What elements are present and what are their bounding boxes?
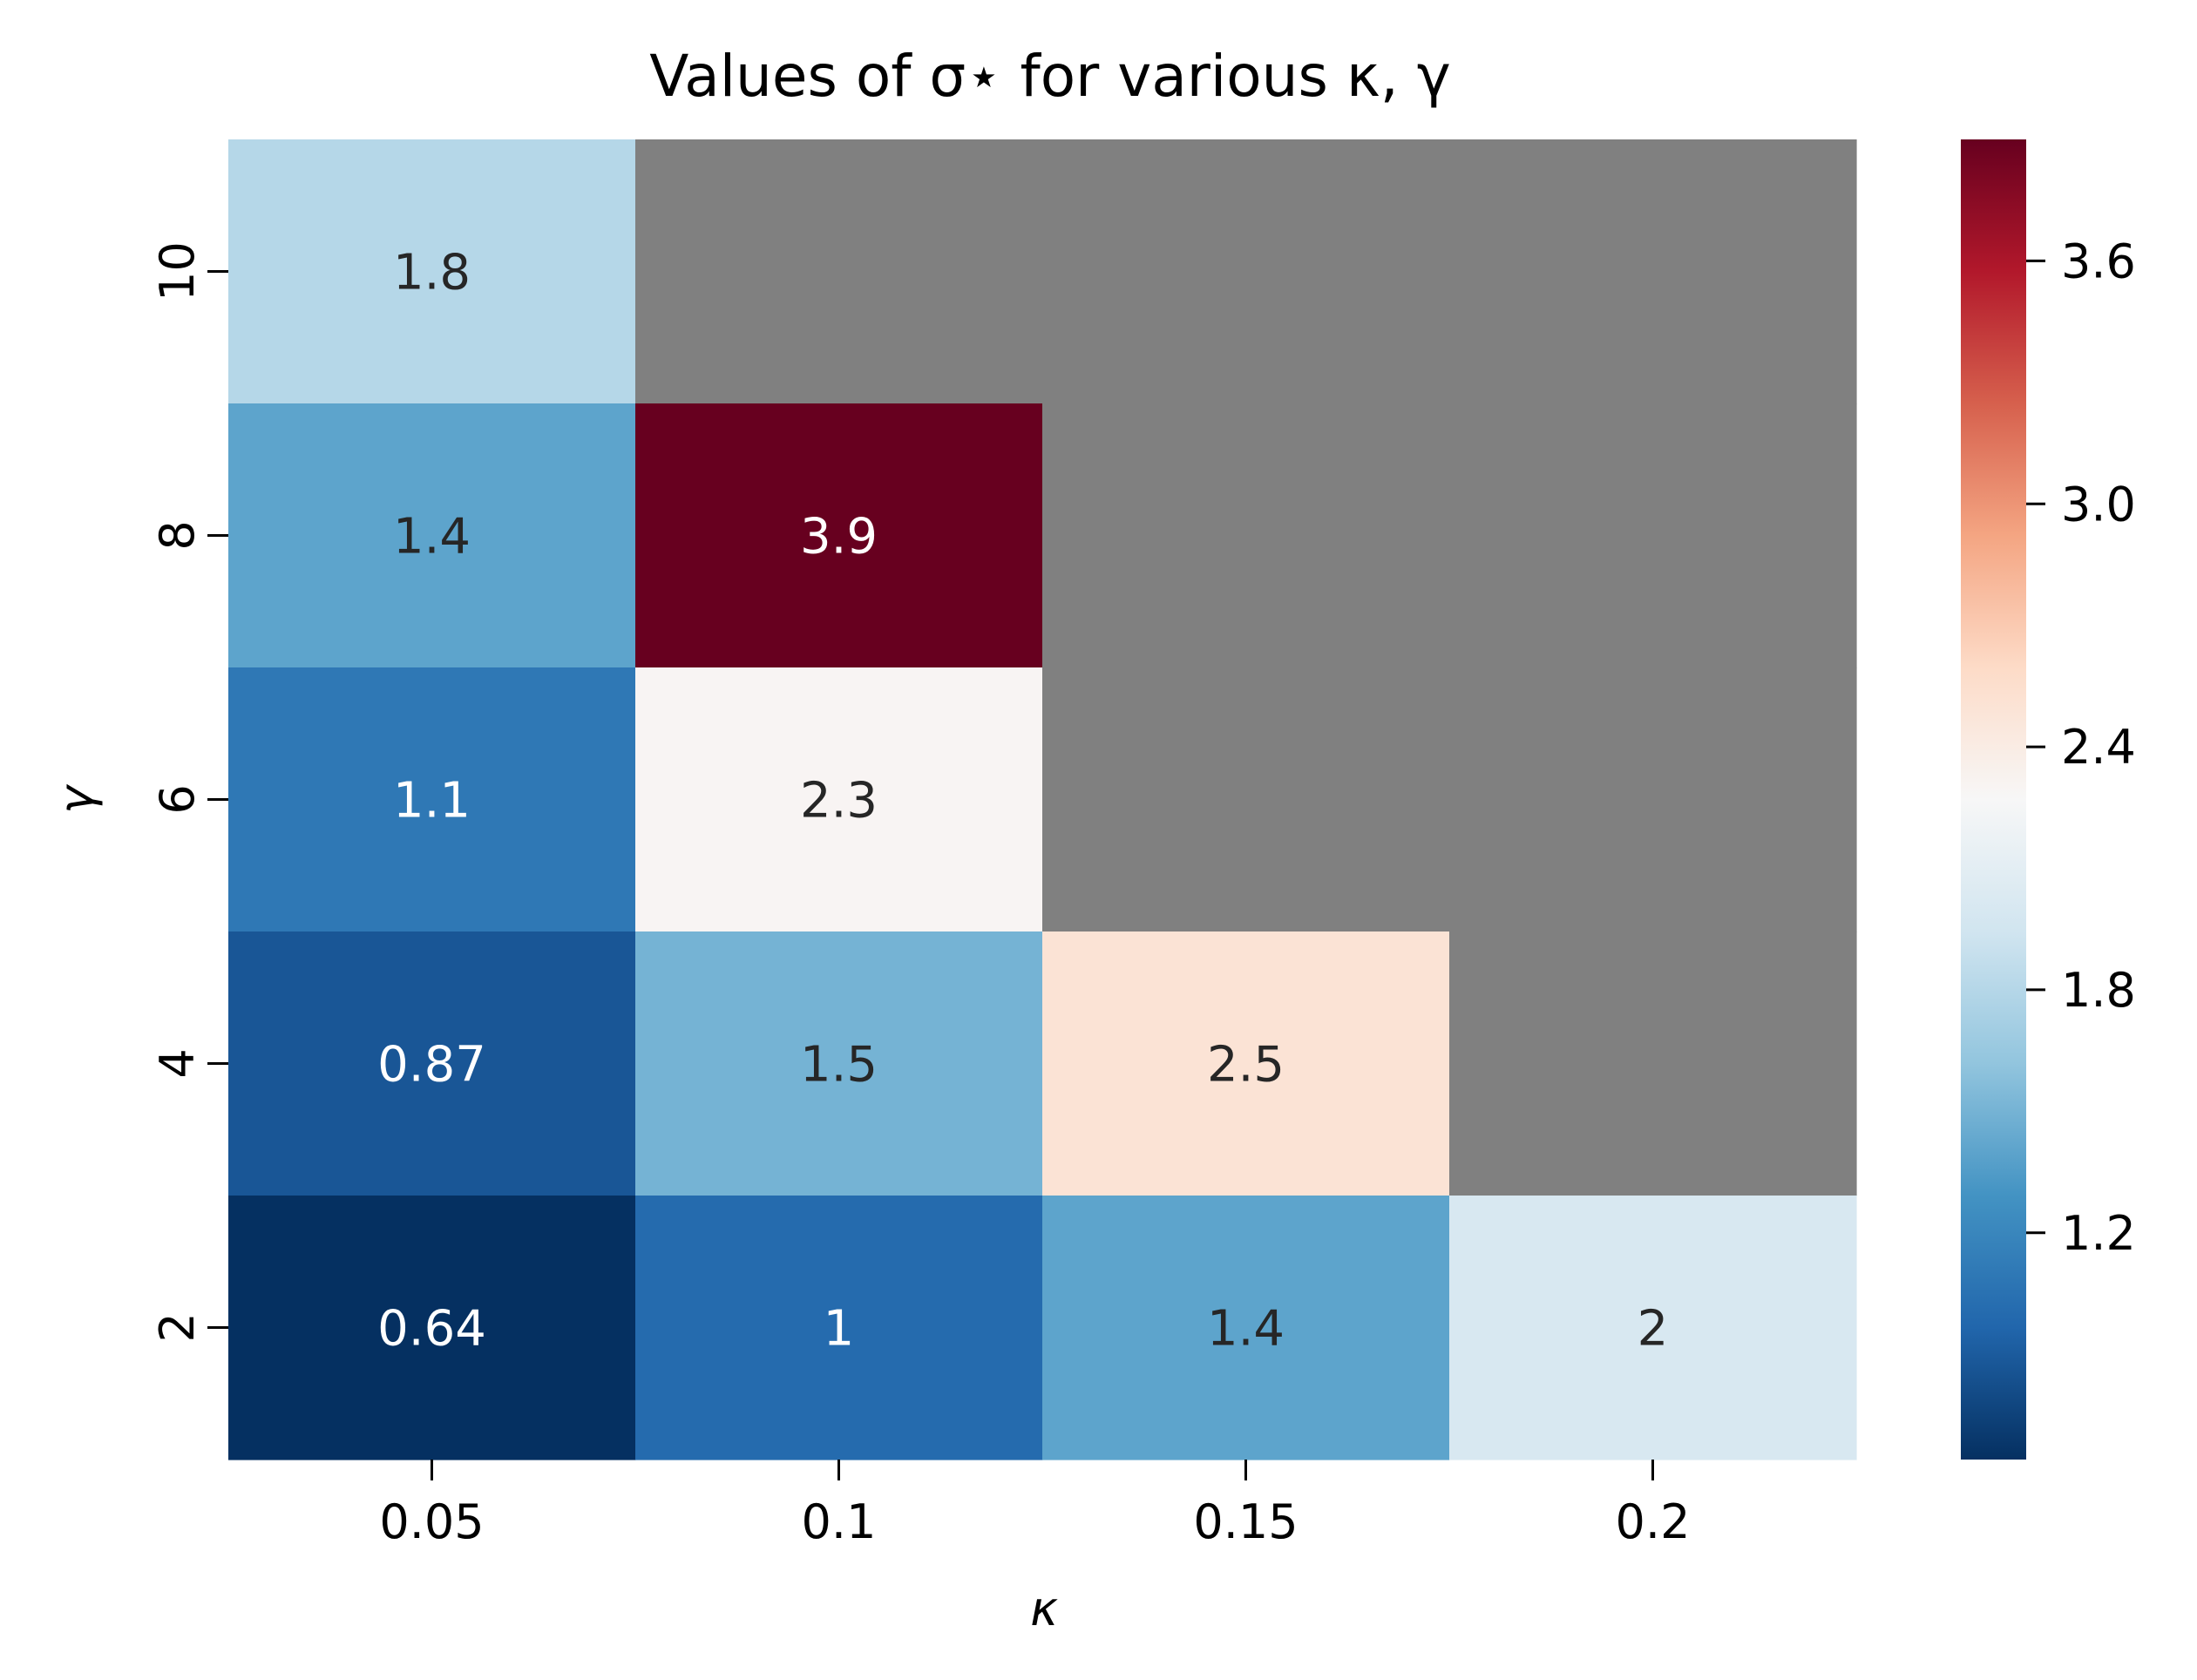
y-tick-label: 8 — [150, 520, 205, 550]
cell-value-label: 1.4 — [393, 509, 471, 566]
cell-value-label: 3.9 — [800, 509, 878, 566]
heatmap-cell — [635, 139, 1043, 404]
chart-title: Values of σ⋆ for various κ, γ — [649, 43, 1451, 110]
heatmap-cell — [1449, 403, 1857, 668]
heatmap-cell — [1449, 931, 1857, 1196]
cell-value-label: 2 — [1638, 1301, 1669, 1358]
x-tick-label: 0.15 — [1193, 1494, 1298, 1549]
cell-value-label: 0.87 — [377, 1037, 486, 1094]
y-tick-label: 10 — [150, 241, 205, 301]
heatmap-cell — [1042, 403, 1450, 668]
colorbar — [1961, 139, 2026, 1460]
colorbar-tick-label: 3.6 — [2061, 234, 2136, 288]
cell-value-label: 1.4 — [1207, 1301, 1285, 1358]
heatmap-cell — [228, 139, 636, 404]
x-axis-label: κ — [1030, 1582, 1058, 1636]
y-axis-label: γ — [49, 783, 104, 814]
heatmap-cell — [228, 667, 636, 932]
x-axis: 0.05 0.1 0.15 0.2 — [379, 1460, 1690, 1549]
heatmap-cell — [1449, 1196, 1857, 1460]
colorbar-axis: 1.2 1.8 2.4 3.0 3.6 — [2026, 234, 2136, 1261]
cell-value-label: 1.8 — [393, 245, 471, 301]
heatmap-cell — [635, 403, 1043, 668]
colorbar-tick-label: 1.2 — [2061, 1206, 2136, 1261]
heatmap-cell — [1449, 139, 1857, 404]
heatmap-cell — [1042, 931, 1450, 1196]
x-tick-label: 0.05 — [379, 1494, 484, 1549]
x-tick-label: 0.2 — [1616, 1494, 1691, 1549]
y-tick-label: 2 — [150, 1312, 205, 1342]
colorbar-tick-label: 1.8 — [2061, 963, 2136, 1018]
heatmap-cell — [1042, 667, 1450, 932]
heatmap-cell — [228, 931, 636, 1196]
heatmap-cell — [1042, 1196, 1450, 1460]
cell-value-label: 1 — [824, 1301, 855, 1358]
heatmap-cells: 1.8 1.4 3.9 1.1 2.3 0.87 1.5 2.5 0.64 1 1.4 2 — [228, 139, 1857, 1460]
heatmap-cell — [635, 931, 1043, 1196]
heatmap-cell — [1449, 667, 1857, 932]
colorbar-tick-label: 2.4 — [2061, 720, 2136, 775]
cell-value-label: 1.1 — [393, 773, 471, 830]
heatmap-cell — [635, 1196, 1043, 1460]
y-axis: 10 8 6 4 2 — [150, 241, 228, 1343]
x-tick-label: 0.1 — [802, 1494, 877, 1549]
y-tick-label: 6 — [150, 784, 205, 814]
heatmap-cell — [635, 667, 1043, 932]
cell-value-label: 0.64 — [377, 1301, 486, 1358]
heatmap-cell — [228, 1196, 636, 1460]
colorbar-tick-label: 3.0 — [2061, 477, 2136, 532]
y-tick-label: 4 — [150, 1048, 205, 1078]
cell-value-label: 2.5 — [1207, 1037, 1285, 1094]
heatmap-cell — [1042, 139, 1450, 404]
heatmap-cell — [228, 403, 636, 668]
cell-value-label: 2.3 — [800, 773, 878, 830]
cell-value-label: 1.5 — [800, 1037, 878, 1094]
